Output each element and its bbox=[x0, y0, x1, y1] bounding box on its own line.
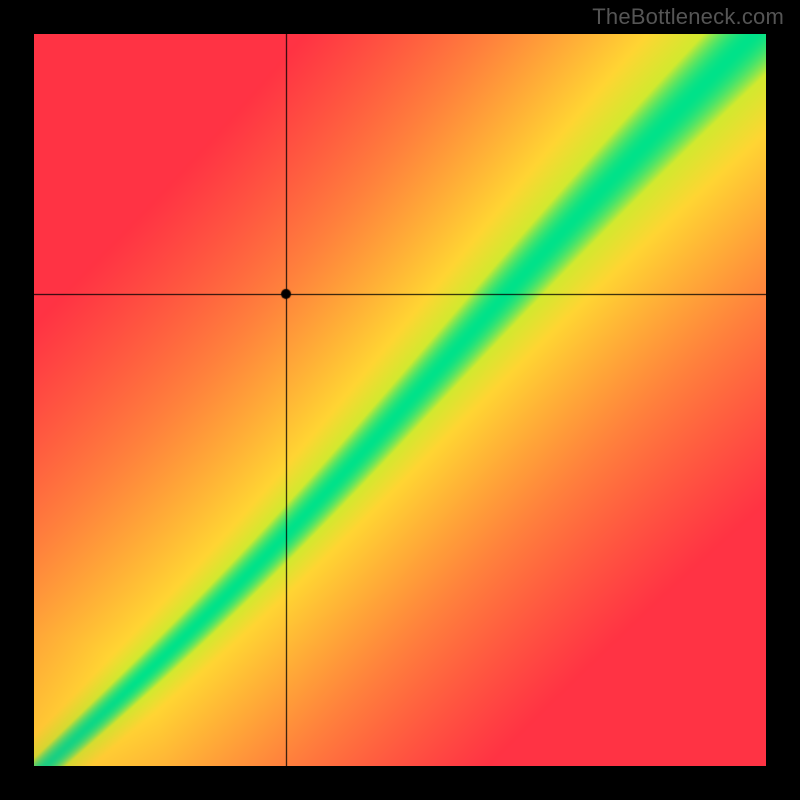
watermark-label: TheBottleneck.com bbox=[592, 4, 784, 30]
chart-container: TheBottleneck.com bbox=[0, 0, 800, 800]
bottleneck-heatmap bbox=[34, 34, 766, 766]
